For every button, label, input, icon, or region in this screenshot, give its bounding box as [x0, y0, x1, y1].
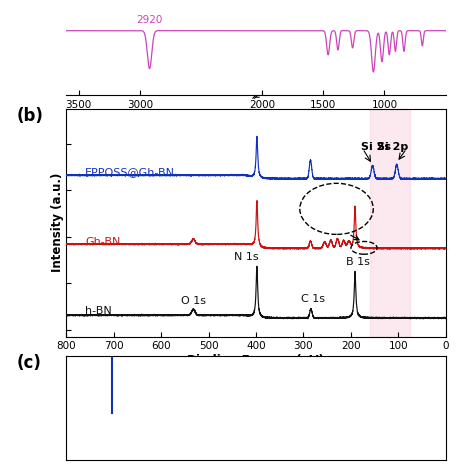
Text: Gh-BN: Gh-BN [85, 237, 121, 247]
Text: N 1s: N 1s [234, 252, 258, 262]
Text: 2920: 2920 [137, 15, 163, 25]
Text: B 1s: B 1s [346, 257, 370, 267]
Bar [370, 109, 410, 337]
Text: EPPOSS@Gh-BN: EPPOSS@Gh-BN [85, 167, 175, 177]
Text: h-BN: h-BN [85, 307, 112, 317]
Text: O 1s: O 1s [181, 296, 206, 306]
Text: (c): (c) [17, 355, 42, 373]
X-axis label: Binding Energy  (eV): Binding Energy (eV) [187, 354, 325, 367]
Text: Si 2p: Si 2p [377, 142, 408, 152]
Y-axis label: Intensity (a.u.): Intensity (a.u.) [51, 173, 64, 273]
Text: Si 2s: Si 2s [361, 142, 391, 152]
X-axis label: Wavenumbers (cm$^{-1}$): Wavenumbers (cm$^{-1}$) [185, 112, 327, 130]
Text: C 1s: C 1s [301, 294, 325, 304]
Text: (b): (b) [17, 107, 44, 125]
